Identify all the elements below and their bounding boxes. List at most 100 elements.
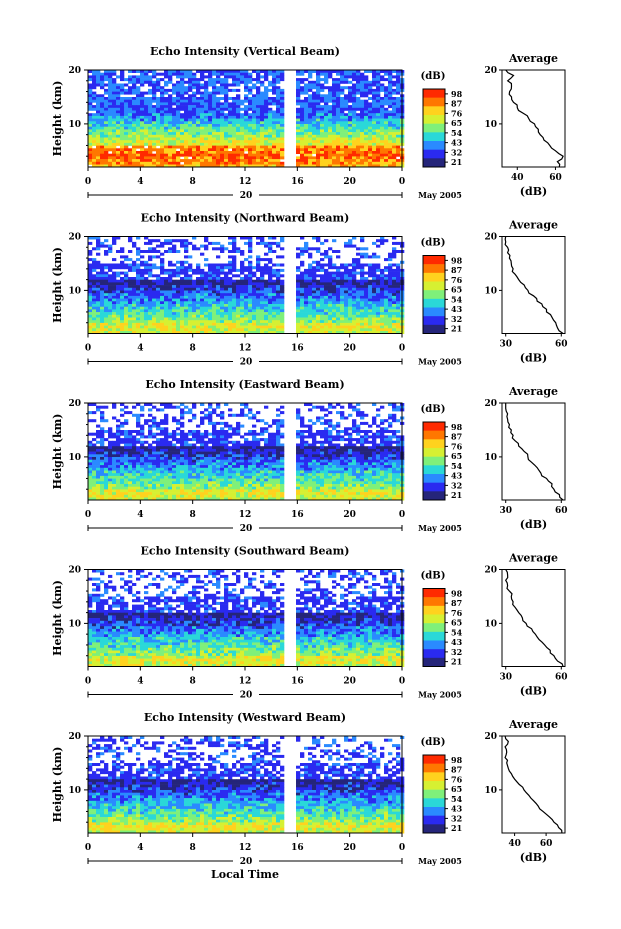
- heatmap-cell: [392, 413, 397, 417]
- heatmap-cell: [192, 159, 197, 163]
- heatmap-cell: [164, 241, 169, 245]
- heatmap-cell: [112, 126, 117, 130]
- heatmap-cell: [184, 306, 189, 310]
- heatmap-cell: [336, 255, 341, 259]
- heatmap-cell: [152, 153, 157, 157]
- heatmap-cell: [108, 110, 113, 114]
- heatmap-cell: [172, 279, 177, 283]
- heatmap-cell: [372, 124, 377, 127]
- heatmap-cell: [308, 70, 313, 73]
- colorbar-unit: (dB): [421, 238, 446, 249]
- heatmap-cell: [300, 156, 305, 160]
- heatmap-cell: [364, 91, 369, 95]
- x-tick-label: 12: [239, 344, 252, 354]
- heatmap-cell: [212, 145, 217, 149]
- heatmap-cell: [308, 247, 313, 251]
- heatmap-cell: [108, 304, 113, 307]
- heatmap-cell: [332, 322, 337, 326]
- heatmap-cell: [248, 134, 253, 138]
- heatmap-cell: [260, 145, 265, 149]
- heatmap-cell: [196, 148, 201, 152]
- heatmap-cell: [248, 301, 253, 305]
- heatmap-cell: [136, 320, 141, 324]
- heatmap-cell: [112, 94, 117, 98]
- heatmap-cell: [236, 304, 241, 307]
- heatmap-cell: [96, 241, 101, 245]
- heatmap-cell: [360, 151, 365, 154]
- heatmap-cell: [184, 285, 189, 289]
- heatmap-cell: [156, 306, 161, 310]
- heatmap-cell: [248, 250, 253, 253]
- heatmap-cell: [352, 263, 357, 267]
- heatmap-cell: [336, 277, 341, 280]
- heatmap-cell: [308, 94, 313, 98]
- heatmap-cell: [208, 121, 213, 125]
- heatmap-cell: [204, 271, 209, 275]
- heatmap-cell: [112, 91, 117, 95]
- heatmap-cell: [220, 121, 225, 125]
- heatmap-cell: [268, 322, 273, 326]
- heatmap-cell: [156, 298, 161, 302]
- heatmap-cell: [388, 271, 393, 275]
- heatmap-cell: [88, 83, 93, 87]
- heatmap-cell: [300, 70, 305, 73]
- heatmap-cell: [88, 258, 93, 262]
- heatmap-cell: [100, 419, 105, 423]
- heatmap-cell: [124, 118, 129, 122]
- heatmap-cell: [248, 102, 253, 106]
- heatmap-cell: [232, 121, 237, 125]
- colorbar-tick-label: 76: [451, 108, 463, 118]
- heatmap-cell: [216, 306, 221, 310]
- heatmap-cell: [96, 277, 101, 280]
- heatmap-cell: [128, 411, 133, 415]
- heatmap-cell: [260, 274, 265, 278]
- heatmap-cell: [376, 86, 381, 90]
- heatmap-cell: [304, 137, 309, 141]
- heatmap-cell: [368, 328, 373, 332]
- heatmap-cell: [304, 159, 309, 163]
- heatmap-cell: [336, 298, 341, 302]
- heatmap-cell: [212, 105, 217, 109]
- heatmap-cell: [372, 263, 377, 267]
- heatmap-cell: [96, 132, 101, 136]
- heatmap-cell: [148, 110, 153, 114]
- heatmap-cell: [308, 97, 313, 100]
- heatmap-cell: [116, 99, 121, 103]
- heatmap-cell: [320, 416, 325, 420]
- heatmap-cell: [196, 295, 201, 299]
- heatmap-cell: [160, 156, 165, 160]
- heatmap-cell: [156, 110, 161, 114]
- heatmap-cell: [280, 132, 285, 136]
- heatmap-cell: [176, 317, 181, 321]
- heatmap-cell: [228, 75, 233, 79]
- heatmap-cell: [180, 99, 185, 103]
- heatmap-cell: [344, 290, 349, 294]
- heatmap-cell: [244, 129, 249, 133]
- heatmap-cell: [212, 124, 217, 127]
- heatmap-cell: [204, 83, 209, 87]
- heatmap-cell: [88, 118, 93, 122]
- heatmap-cell: [196, 118, 201, 122]
- heatmap-cell: [116, 75, 121, 79]
- heatmap-cell: [360, 102, 365, 106]
- heatmap-cell: [352, 419, 357, 423]
- heatmap-cell: [348, 295, 353, 299]
- heatmap-cell: [356, 153, 361, 157]
- heatmap-cell: [376, 118, 381, 122]
- heatmap-cell: [224, 277, 229, 280]
- heatmap-cell: [256, 268, 261, 272]
- heatmap-cell: [220, 151, 225, 154]
- heatmap-cell: [316, 105, 321, 109]
- heatmap-cell: [204, 309, 209, 313]
- heatmap-cell: [172, 304, 177, 307]
- heatmap-cell: [204, 413, 209, 417]
- heatmap-cell: [320, 309, 325, 313]
- heatmap-cell: [200, 268, 205, 272]
- heatmap-cell: [272, 78, 277, 82]
- heatmap-cell: [308, 72, 313, 76]
- heatmap-cell: [232, 247, 237, 251]
- heatmap-cell: [384, 78, 389, 82]
- heatmap-cell: [224, 91, 229, 95]
- heatmap-cell: [192, 78, 197, 82]
- colorbar-segment: [423, 264, 445, 274]
